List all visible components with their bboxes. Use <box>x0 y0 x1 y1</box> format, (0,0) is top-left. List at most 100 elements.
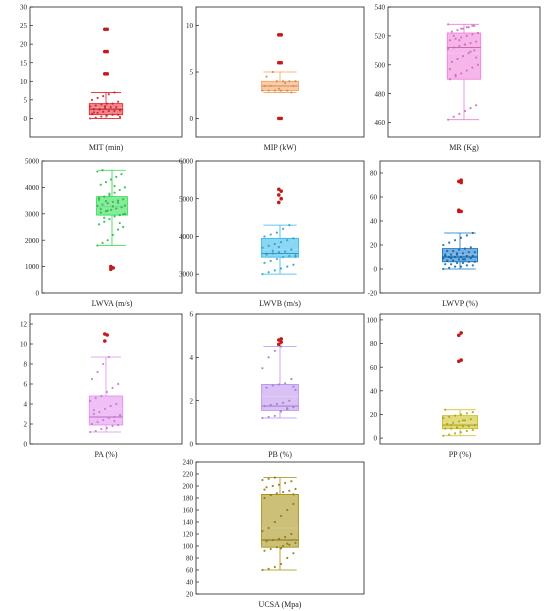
data-point <box>471 33 474 36</box>
y-tick-label: 5 <box>24 96 28 104</box>
data-point <box>281 256 285 259</box>
data-point <box>123 204 127 207</box>
data-point <box>277 383 281 386</box>
data-point <box>101 241 104 244</box>
y-tick-label: 0 <box>374 266 378 274</box>
data-point <box>273 89 276 92</box>
data-point <box>107 93 110 96</box>
data-point <box>279 562 283 566</box>
data-point <box>286 239 289 242</box>
y-tick-label: -20 <box>368 290 378 298</box>
data-point <box>290 377 293 381</box>
data-point <box>97 223 101 226</box>
data-point <box>454 73 457 76</box>
data-point <box>97 198 101 201</box>
data-point <box>98 410 101 414</box>
x-axis-label: MIP (kW) <box>264 143 297 152</box>
data-point <box>118 188 121 192</box>
data-point <box>469 50 472 53</box>
data-point <box>461 419 465 422</box>
outlier-point <box>277 342 281 347</box>
y-tick-label: 4000 <box>179 233 194 241</box>
outlier-point <box>105 49 109 54</box>
data-point <box>105 102 109 105</box>
outlier-point <box>279 196 284 201</box>
data-point <box>286 556 289 560</box>
y-tick-label: 480 <box>375 90 386 98</box>
data-point <box>273 414 276 417</box>
data-point <box>290 248 293 251</box>
data-point <box>103 195 106 198</box>
y-tick-label: 460 <box>375 119 386 127</box>
data-point <box>263 235 266 238</box>
data-point <box>279 345 283 348</box>
data-point <box>273 269 276 272</box>
outlier-point <box>277 187 281 192</box>
data-point <box>448 68 452 71</box>
data-point <box>463 258 467 261</box>
data-point <box>94 104 97 107</box>
data-point <box>460 36 463 39</box>
data-point <box>463 109 467 113</box>
y-tick-label: 4000 <box>25 184 40 192</box>
data-point <box>269 493 272 497</box>
data-point <box>447 47 450 50</box>
data-point <box>263 549 266 552</box>
data-point <box>275 546 279 549</box>
data-point <box>290 91 293 94</box>
data-point <box>450 263 453 266</box>
data-point <box>292 84 295 88</box>
outlier-point <box>457 208 461 212</box>
chart-panel: 460 480 500 520 540 MR (Kg) <box>375 4 541 152</box>
data-point <box>290 532 293 536</box>
data-point <box>116 201 120 204</box>
data-point <box>273 565 276 569</box>
data-point <box>453 265 457 268</box>
data-point <box>117 113 120 116</box>
data-point <box>265 540 268 543</box>
data-point <box>103 106 107 110</box>
data-point <box>294 541 297 545</box>
data-point <box>271 249 274 252</box>
data-point <box>473 423 476 427</box>
data-point <box>284 382 287 385</box>
data-point <box>465 412 468 415</box>
data-point <box>294 487 297 491</box>
data-point <box>288 399 291 402</box>
data-point <box>465 254 468 257</box>
data-point <box>118 413 122 417</box>
y-tick-label: 5 <box>190 69 194 77</box>
data-point <box>284 250 287 253</box>
data-point <box>450 253 453 256</box>
data-point <box>450 30 453 33</box>
y-tick-label: 0 <box>190 115 194 123</box>
data-point <box>465 264 468 267</box>
data-point <box>458 39 461 42</box>
data-point <box>448 39 452 42</box>
data-point <box>118 221 121 225</box>
data-point <box>294 254 297 257</box>
y-tick-label: 0 <box>190 441 194 449</box>
x-axis-label: MIT (min) <box>89 143 124 152</box>
data-point <box>271 252 274 255</box>
y-tick-label: 0 <box>36 290 40 298</box>
data-point <box>284 535 287 539</box>
data-point <box>456 29 459 32</box>
data-point <box>446 259 449 262</box>
data-point <box>115 207 118 210</box>
data-point <box>261 478 264 482</box>
data-point <box>453 414 457 417</box>
data-point <box>286 89 289 92</box>
x-axis-label: MR (Kg) <box>449 143 479 152</box>
data-point <box>111 424 114 428</box>
data-point <box>110 178 113 181</box>
data-point <box>448 255 451 259</box>
chart-panel: 3000 4000 5000 6000 LWVB (m/s) <box>179 158 365 308</box>
data-point <box>465 429 468 433</box>
data-point <box>108 194 111 197</box>
outlier-point <box>459 331 464 335</box>
data-point <box>271 484 274 488</box>
data-point <box>102 362 105 366</box>
data-point <box>475 56 478 59</box>
